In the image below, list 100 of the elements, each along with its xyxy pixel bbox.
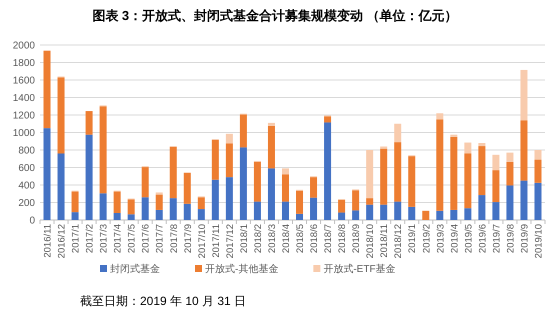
y-tick-label: 1200 [12, 110, 36, 122]
bar [450, 136, 458, 210]
bar [450, 210, 458, 220]
bar [198, 209, 205, 220]
x-tick-label: 2018/5 [295, 224, 306, 254]
bar [296, 214, 304, 220]
bar [534, 182, 542, 220]
x-tick-label: 2019/1 [407, 224, 418, 254]
x-tick-label: 2018/8 [337, 224, 348, 254]
bar [142, 197, 149, 220]
bar [128, 199, 135, 214]
bar [58, 154, 65, 220]
x-tick-label: 2018/10 [365, 224, 376, 258]
bar [86, 134, 93, 220]
y-tick-label: 1800 [12, 58, 36, 69]
x-tick-label: 2019/4 [449, 224, 460, 254]
bar [520, 180, 528, 220]
bar [44, 50, 51, 128]
bar [72, 212, 79, 220]
x-tick-label: 2018/12 [393, 224, 404, 258]
x-tick-label: 2017/8 [168, 224, 180, 254]
bar [310, 177, 318, 198]
bar [506, 152, 514, 162]
bar [338, 212, 346, 220]
x-tick-label: 2018/6 [309, 224, 320, 254]
bar [436, 210, 444, 220]
bar [240, 114, 247, 148]
bar [44, 128, 51, 220]
x-tick-label: 2018/3 [266, 224, 278, 254]
y-tick-label: 1000 [12, 128, 36, 139]
bar [58, 77, 65, 154]
x-tick-label: 2018/1 [238, 224, 250, 254]
bar [464, 142, 472, 154]
bar [282, 202, 289, 220]
bar [492, 170, 500, 202]
bar [72, 192, 79, 212]
bar [534, 150, 542, 160]
x-tick-label: 2017/7 [154, 224, 166, 254]
x-tick-label: 2019/9 [519, 224, 530, 254]
bar [310, 198, 318, 220]
y-tick-label: 400 [18, 180, 36, 192]
bar [478, 146, 486, 196]
bar [366, 198, 374, 205]
bar [226, 143, 233, 178]
bar [352, 210, 360, 220]
bar [520, 120, 528, 181]
y-tick-label: 600 [18, 163, 36, 174]
bar [226, 177, 233, 220]
bar [128, 214, 135, 220]
bar [464, 154, 472, 208]
bar [212, 140, 219, 180]
bar [268, 168, 275, 220]
x-tick-label: 2017/10 [196, 224, 208, 258]
bar [492, 154, 500, 170]
bar [212, 180, 219, 220]
bar [478, 143, 486, 146]
x-tick-label: 2018/9 [351, 224, 362, 254]
bar [198, 197, 205, 210]
bar [100, 193, 107, 220]
bar [366, 150, 374, 198]
bar [478, 195, 486, 220]
bar [380, 148, 388, 205]
x-tick-label: 2017/12 [224, 224, 236, 258]
y-tick-label: 200 [18, 198, 36, 209]
bar [184, 172, 191, 204]
bar [324, 122, 332, 220]
bar [408, 206, 416, 220]
bar [170, 146, 177, 198]
x-tick-label: 2018/7 [323, 224, 334, 254]
y-tick-label: 0 [29, 216, 36, 226]
x-tick-label: 2019/5 [463, 224, 474, 254]
bar [254, 162, 261, 202]
x-tick-label: 2017/11 [210, 224, 222, 258]
bar [114, 213, 121, 220]
x-tick-label: 2017/3 [98, 224, 110, 254]
bar [282, 174, 289, 202]
bar [464, 208, 472, 220]
bar [394, 142, 402, 202]
bar [394, 202, 402, 220]
x-tick-label: 2019/2 [421, 224, 432, 254]
x-tick-label: 2017/9 [182, 224, 194, 254]
bar [380, 204, 388, 220]
bar [268, 122, 275, 126]
y-tick-label: 2000 [12, 40, 36, 52]
text: 截至日期：2019 年 10 月 31 日 [80, 294, 246, 308]
bar [86, 111, 93, 135]
bar [142, 167, 149, 198]
bar [254, 202, 261, 220]
x-tick-label: 2019/10 [533, 224, 544, 258]
bar [492, 202, 500, 220]
bar [296, 190, 304, 214]
x-tick-label: 2017/1 [70, 224, 82, 254]
bar [156, 192, 163, 195]
bar [268, 126, 275, 168]
x-tick-label: 2018/2 [252, 224, 264, 254]
bar [506, 185, 514, 220]
x-tick-label: 2018/4 [280, 224, 292, 254]
bar [100, 106, 107, 194]
x-tick-label: 2019/6 [477, 224, 488, 254]
bar [534, 160, 542, 183]
